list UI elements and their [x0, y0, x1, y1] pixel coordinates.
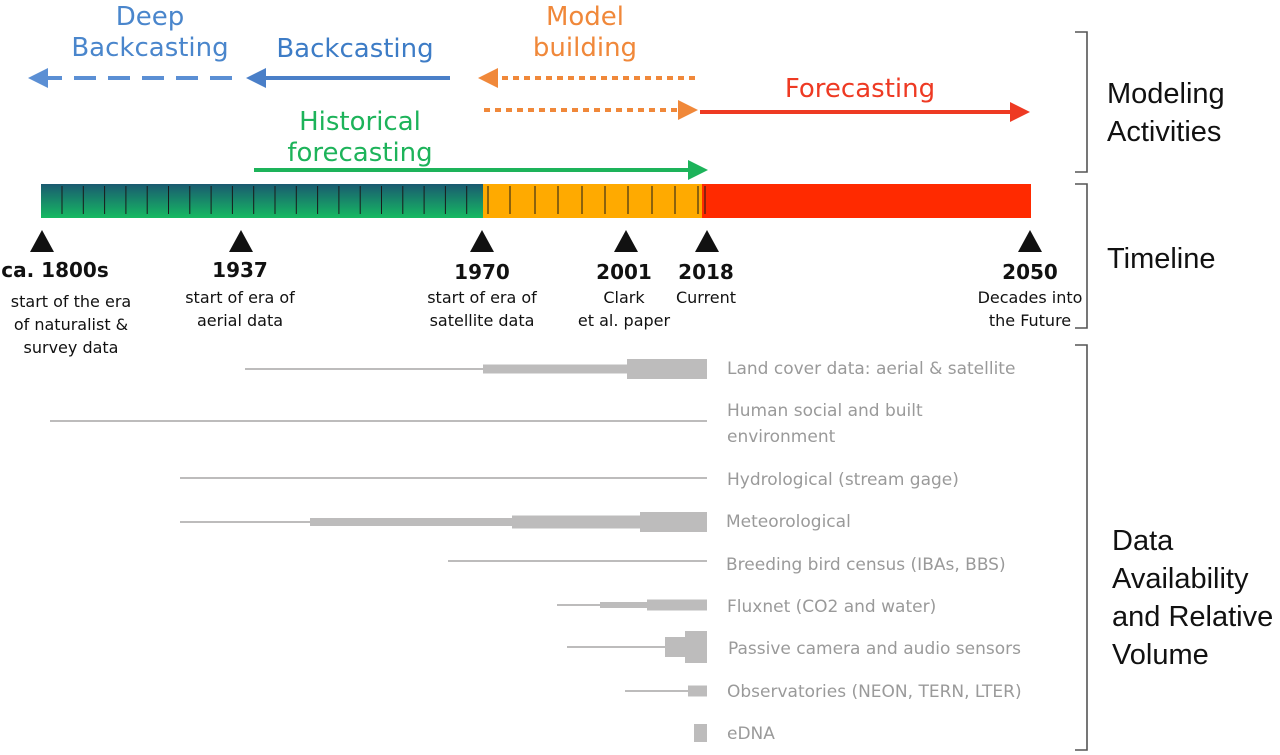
- milestone-triangle-icon: [1018, 230, 1042, 252]
- data-bracket: [1075, 344, 1088, 751]
- backcasting-label: Backcasting: [276, 34, 434, 64]
- dataset-label: Hydrological (stream gage): [727, 470, 959, 490]
- milestone-triangle-icon: [470, 230, 494, 252]
- data-availability-bar: [245, 368, 483, 370]
- milestone-year: 1937: [212, 258, 268, 282]
- data-availability-bar: [685, 631, 707, 663]
- milestone-year: 2050: [1002, 260, 1058, 284]
- data-availability-bar: [512, 515, 640, 529]
- dataset-label: Observatories (NEON, TERN, LTER): [727, 682, 1022, 702]
- data-availability-bar: [557, 604, 600, 606]
- data-bars: [50, 359, 707, 742]
- milestone-description: start of era of aerial data: [185, 288, 295, 330]
- milestone-markers: [30, 230, 1042, 252]
- deep-backcasting-label: Deep Backcasting: [71, 2, 229, 63]
- data-availability-bar: [180, 521, 310, 523]
- dataset-label: Human social and built environment: [727, 401, 923, 447]
- dataset-label: Passive camera and audio sensors: [728, 639, 1021, 659]
- dataset-label: Meteorological: [726, 512, 851, 532]
- milestone-description: Current: [675, 288, 737, 307]
- model-building-label: Model building: [532, 2, 638, 63]
- milestone-triangle-icon: [695, 230, 719, 252]
- data-availability-label: Data Availability and Relative Volume: [1112, 525, 1274, 671]
- milestone-triangle-icon: [30, 230, 54, 252]
- milestone-year: 2001: [596, 260, 652, 284]
- milestone-description: start of the era of naturalist & survey …: [10, 292, 132, 357]
- data-availability-bar: [640, 512, 707, 532]
- milestone-description: start of era of satellite data: [427, 288, 537, 330]
- timeline-present-segment: [483, 184, 702, 218]
- timeline-future-segment: [702, 184, 1031, 218]
- dataset-label: Breeding bird census (IBAs, BBS): [726, 555, 1006, 575]
- data-availability-bar: [625, 690, 688, 692]
- milestone-triangle-icon: [614, 230, 638, 252]
- timeline-past-segment: [41, 184, 483, 218]
- modeling-activities-label: Modeling Activities: [1107, 78, 1225, 148]
- data-availability-bar: [627, 359, 707, 379]
- data-availability-bar: [50, 420, 707, 422]
- modeling-bracket: [1075, 31, 1088, 173]
- milestone-triangle-icon: [229, 230, 253, 252]
- timeline-bracket: [1075, 183, 1088, 329]
- data-availability-bar: [483, 364, 627, 374]
- forecasting-label: Forecasting: [784, 74, 936, 104]
- timeline-ticks: [61, 186, 706, 214]
- data-availability-bar: [180, 477, 707, 479]
- data-availability-bar: [694, 724, 707, 742]
- milestone-year: 2018: [678, 260, 734, 284]
- data-availability-bar: [647, 599, 707, 611]
- data-availability-bar: [448, 560, 707, 562]
- dataset-label: Fluxnet (CO2 and water): [727, 597, 937, 617]
- data-availability-bar: [688, 685, 707, 697]
- milestone-description: Decades into the Future: [977, 288, 1083, 330]
- data-availability-bar: [600, 602, 647, 608]
- dataset-label: eDNA: [727, 724, 775, 744]
- dataset-label: Land cover data: aerial & satellite: [727, 359, 1016, 379]
- milestone-year: 1970: [454, 260, 510, 284]
- timeline-label: Timeline: [1107, 243, 1216, 275]
- historical-forecasting-label: Historical forecasting: [287, 107, 433, 168]
- milestone-description: Clark et al. paper: [577, 288, 671, 330]
- data-availability-bar: [310, 518, 512, 526]
- milestone-year: ca. 1800s: [1, 258, 109, 282]
- data-availability-bar: [567, 646, 665, 648]
- data-availability-bar: [665, 637, 685, 657]
